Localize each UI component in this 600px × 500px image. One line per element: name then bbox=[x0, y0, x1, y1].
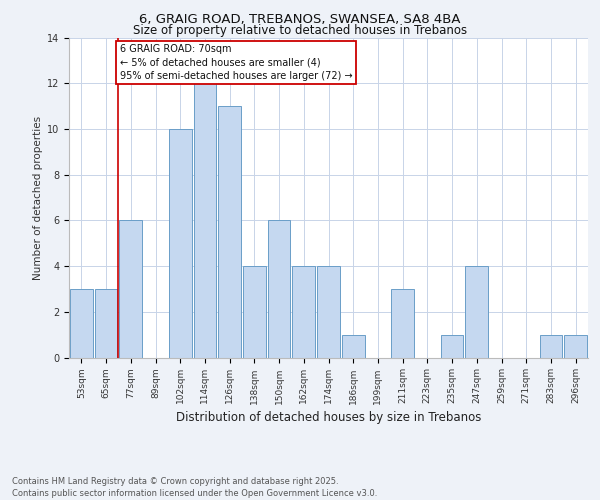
Bar bbox=[441, 334, 463, 357]
Bar bbox=[292, 266, 315, 358]
Bar bbox=[466, 266, 488, 358]
Bar bbox=[317, 266, 340, 358]
X-axis label: Distribution of detached houses by size in Trebanos: Distribution of detached houses by size … bbox=[176, 410, 481, 424]
Bar bbox=[342, 334, 365, 357]
Text: 6, GRAIG ROAD, TREBANOS, SWANSEA, SA8 4BA: 6, GRAIG ROAD, TREBANOS, SWANSEA, SA8 4B… bbox=[139, 12, 461, 26]
Text: Contains HM Land Registry data © Crown copyright and database right 2025.
Contai: Contains HM Land Registry data © Crown c… bbox=[12, 476, 377, 498]
Bar bbox=[70, 289, 93, 358]
Text: Size of property relative to detached houses in Trebanos: Size of property relative to detached ho… bbox=[133, 24, 467, 37]
Bar bbox=[243, 266, 266, 358]
Text: 6 GRAIG ROAD: 70sqm
← 5% of detached houses are smaller (4)
95% of semi-detached: 6 GRAIG ROAD: 70sqm ← 5% of detached hou… bbox=[119, 44, 352, 81]
Bar bbox=[169, 129, 191, 358]
Bar bbox=[119, 220, 142, 358]
Bar bbox=[95, 289, 118, 358]
Bar bbox=[539, 334, 562, 357]
Y-axis label: Number of detached properties: Number of detached properties bbox=[33, 116, 43, 280]
Bar bbox=[391, 289, 414, 358]
Bar bbox=[268, 220, 290, 358]
Bar bbox=[218, 106, 241, 358]
Bar bbox=[564, 334, 587, 357]
Bar bbox=[194, 83, 216, 357]
